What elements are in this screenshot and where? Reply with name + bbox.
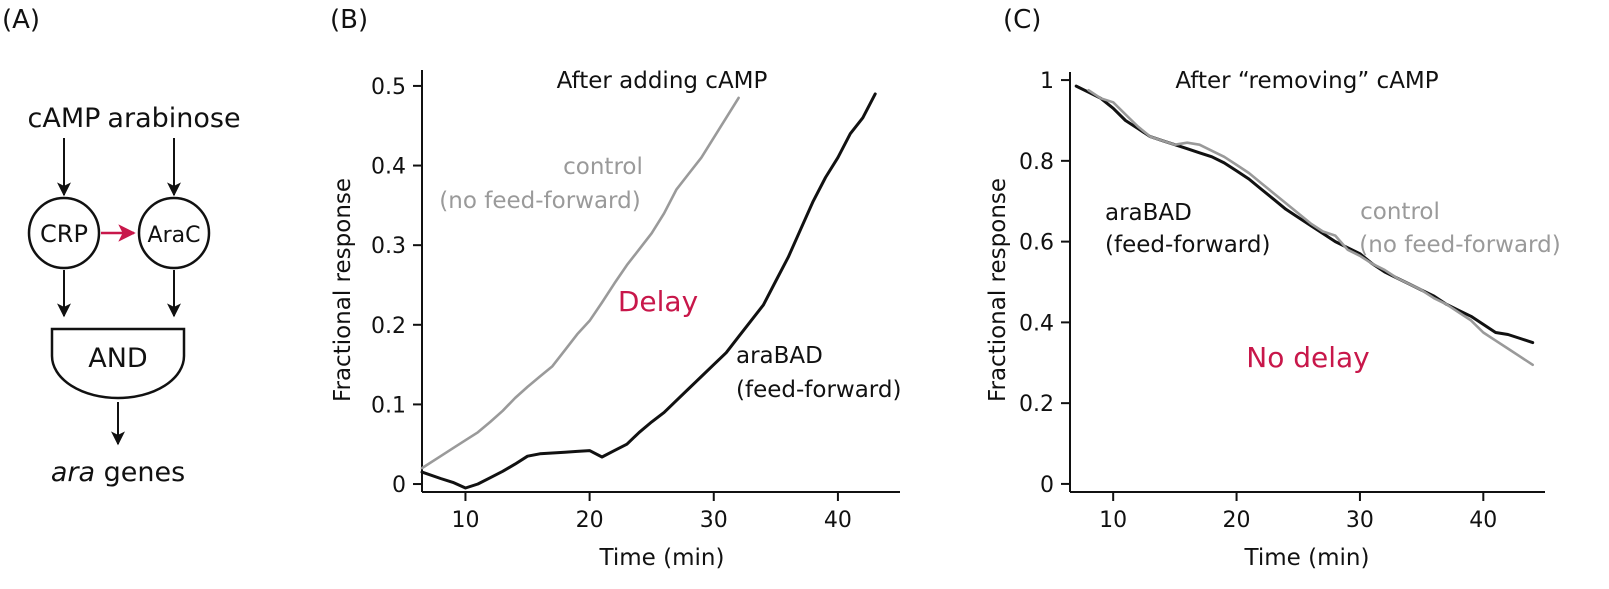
and-gate-label: AND — [88, 343, 147, 374]
panel-label-b: (B) — [330, 5, 368, 35]
y-axis-label-b: Fractional response — [330, 178, 356, 402]
chart-title-c: After “removing” cAMP — [1175, 68, 1438, 94]
feed-forward-diagram: cAMP arabinose CRP AraC AND ara genes — [28, 103, 241, 488]
annotation-b-1: (no feed-forward) — [439, 188, 640, 214]
y-tick-label-b: 0.1 — [371, 393, 406, 418]
x-axis-label-c: Time (min) — [1244, 545, 1370, 571]
y-tick-label-b: 0.3 — [371, 234, 406, 259]
annotation-b-2: Delay — [618, 285, 698, 318]
x-tick-label-b: 30 — [700, 508, 728, 533]
x-tick-label-c: 20 — [1223, 508, 1251, 533]
and-gate — [50, 327, 186, 400]
series-line-c-control — [1087, 88, 1534, 367]
x-tick-label-c: 10 — [1099, 508, 1127, 533]
y-tick-label-b: 0.4 — [371, 155, 406, 180]
chart-after-removing-camp: 10 20 30 40 0 0.2 0.4 0.6 0.8 1 After “removing” c… — [985, 68, 1561, 571]
x-tick-label-c: 40 — [1469, 508, 1497, 533]
x-tick-label-b: 40 — [824, 508, 852, 533]
chart-after-adding-camp: 10 20 30 40 0 0.1 0.2 0.3 0.4 0.5 After adding cAM… — [330, 68, 901, 571]
arac-node-label: AraC — [148, 223, 201, 248]
annotation-c-2: control — [1360, 199, 1440, 225]
annotation-c-1: (feed-forward) — [1105, 232, 1270, 258]
annotation-b-4: (feed-forward) — [736, 377, 901, 403]
y-tick-label-c: 0.6 — [1019, 231, 1054, 256]
input-camp-label: cAMP — [28, 103, 101, 134]
panel-label-c: (C) — [1003, 5, 1041, 35]
series-line-b-control — [420, 96, 740, 470]
annotation-c-4: No delay — [1246, 341, 1369, 374]
input-arabinose-label: arabinose — [107, 103, 240, 134]
chart-title-b: After adding cAMP — [557, 68, 768, 94]
y-axis-label-c: Fractional response — [985, 178, 1011, 402]
output-genes-rest: genes — [95, 457, 185, 488]
x-tick-label-b: 10 — [451, 508, 479, 533]
series-line-b-feed-forward — [420, 92, 877, 490]
y-tick-label-b: 0.5 — [371, 75, 406, 100]
y-tick-label-c: 1 — [1040, 69, 1054, 94]
annotation-b-3: araBAD — [736, 343, 823, 369]
y-tick-label-b: 0.2 — [371, 314, 406, 339]
annotation-c-3: (no feed-forward) — [1359, 232, 1560, 258]
y-tick-label-c: 0.8 — [1019, 150, 1054, 175]
y-tick-label-c: 0.4 — [1019, 311, 1054, 336]
y-tick-label-c: 0 — [1040, 473, 1054, 498]
arac-node — [137, 196, 211, 270]
y-tick-label-c: 0.2 — [1019, 392, 1054, 417]
x-tick-label-b: 20 — [576, 508, 604, 533]
crp-node-label: CRP — [40, 220, 88, 248]
panel-label-a: (A) — [2, 5, 40, 35]
crp-node — [27, 196, 101, 270]
x-tick-label-c: 30 — [1346, 508, 1374, 533]
output-genes-italic: ara — [51, 457, 95, 488]
annotation-c-0: araBAD — [1105, 200, 1192, 226]
output-genes-label: ara genes — [51, 457, 185, 488]
x-axis-label-b: Time (min) — [599, 545, 725, 571]
annotation-b-0: control — [563, 154, 643, 180]
y-tick-label-b: 0 — [392, 473, 406, 498]
